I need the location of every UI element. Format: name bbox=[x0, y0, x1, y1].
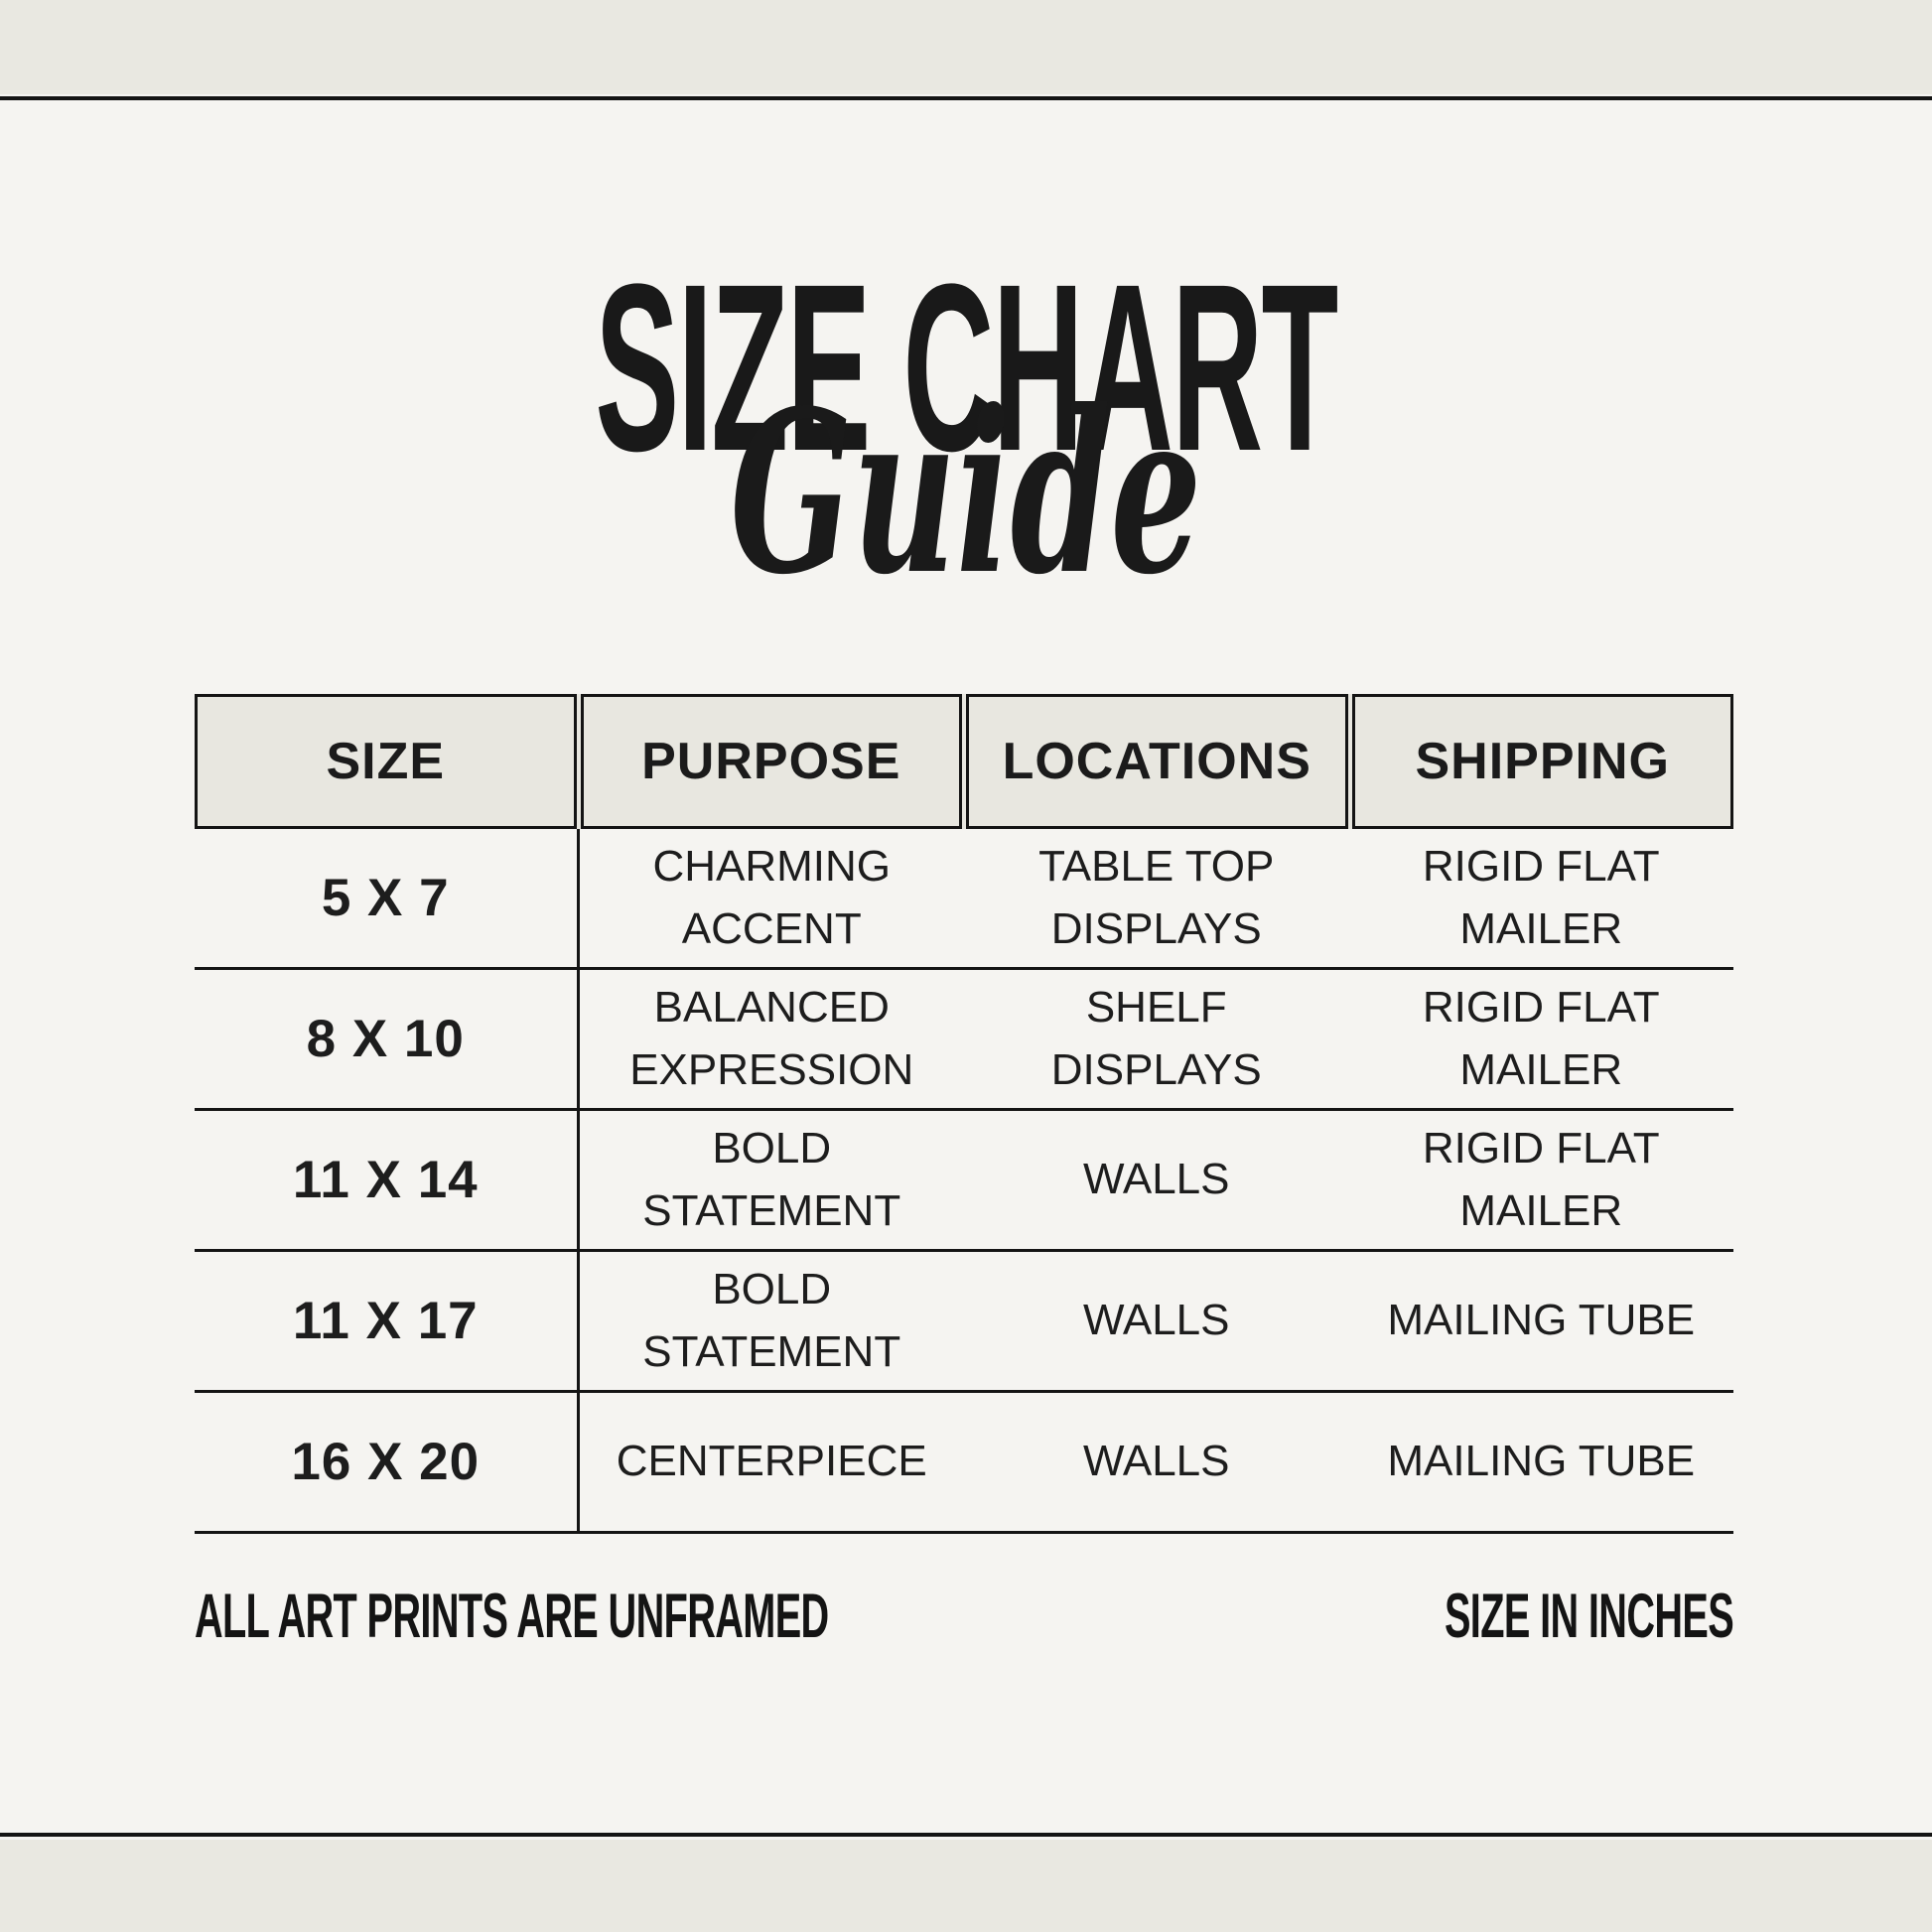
cell-shipping: RIGID FLAT MAILER bbox=[1422, 842, 1660, 953]
header-cell-locations: LOCATIONS bbox=[966, 694, 1348, 829]
table-row: 5 X 7 CHARMING ACCENT TABLE TOP DISPLAYS… bbox=[195, 829, 1733, 970]
bottom-rule bbox=[0, 1833, 1932, 1837]
table-body: 5 X 7 CHARMING ACCENT TABLE TOP DISPLAYS… bbox=[195, 829, 1733, 1534]
cell-locations: WALLS bbox=[1082, 1437, 1230, 1486]
cell-locations: WALLS bbox=[1082, 1155, 1230, 1204]
footnotes: ALL ART PRINTS ARE UNFRAMED SIZE IN INCH… bbox=[195, 1581, 1734, 1652]
cell-purpose: BALANCED EXPRESSION bbox=[629, 983, 914, 1094]
footnote-right: SIZE IN INCHES bbox=[1444, 1582, 1734, 1651]
cell-size: 16 X 20 bbox=[195, 1393, 580, 1531]
header-cell-shipping: SHIPPING bbox=[1351, 694, 1733, 829]
header-cell-size: SIZE bbox=[195, 694, 577, 829]
bottom-band bbox=[0, 1840, 1932, 1932]
cell-shipping: MAILING TUBE bbox=[1387, 1437, 1696, 1486]
cell-shipping: RIGID FLAT MAILER bbox=[1422, 983, 1660, 1094]
cell-locations: SHELF DISPLAYS bbox=[1050, 983, 1262, 1094]
cell-purpose: CHARMING ACCENT bbox=[652, 842, 892, 953]
cell-purpose: CENTERPIECE bbox=[616, 1437, 927, 1486]
cell-shipping: RIGID FLAT MAILER bbox=[1422, 1124, 1660, 1235]
table-row: 16 X 20 CENTERPIECE WALLS MAILING TUBE bbox=[195, 1393, 1733, 1534]
top-band bbox=[0, 0, 1932, 94]
page-subtitle-text: Guide bbox=[730, 362, 1202, 624]
cell-size: 8 X 10 bbox=[195, 970, 580, 1108]
cell-purpose: BOLD STATEMENT bbox=[642, 1265, 901, 1376]
cell-shipping: MAILING TUBE bbox=[1387, 1296, 1696, 1345]
table-row: 11 X 17 BOLD STATEMENT WALLS MAILING TUB… bbox=[195, 1252, 1733, 1393]
page-title: SIZE CHART bbox=[0, 248, 1932, 486]
page-title-text: SIZE CHART bbox=[595, 234, 1338, 500]
header-cell-purpose: PURPOSE bbox=[580, 694, 962, 829]
page-subtitle-script: Guide bbox=[0, 382, 1932, 606]
top-rule bbox=[0, 96, 1932, 100]
table-header-row: SIZE PURPOSE LOCATIONS SHIPPING bbox=[195, 694, 1733, 829]
table-row: 8 X 10 BALANCED EXPRESSION SHELF DISPLAY… bbox=[195, 970, 1733, 1111]
cell-locations: TABLE TOP DISPLAYS bbox=[1038, 842, 1275, 953]
table-row: 11 X 14 BOLD STATEMENT WALLS RIGID FLAT … bbox=[195, 1111, 1733, 1252]
cell-size: 11 X 17 bbox=[195, 1252, 580, 1390]
cell-locations: WALLS bbox=[1082, 1296, 1230, 1345]
cell-size: 11 X 14 bbox=[195, 1111, 580, 1249]
cell-purpose: BOLD STATEMENT bbox=[642, 1124, 901, 1235]
cell-size: 5 X 7 bbox=[195, 829, 580, 967]
footnote-left: ALL ART PRINTS ARE UNFRAMED bbox=[195, 1582, 829, 1651]
size-table: SIZE PURPOSE LOCATIONS SHIPPING 5 X 7 CH… bbox=[195, 694, 1733, 1534]
